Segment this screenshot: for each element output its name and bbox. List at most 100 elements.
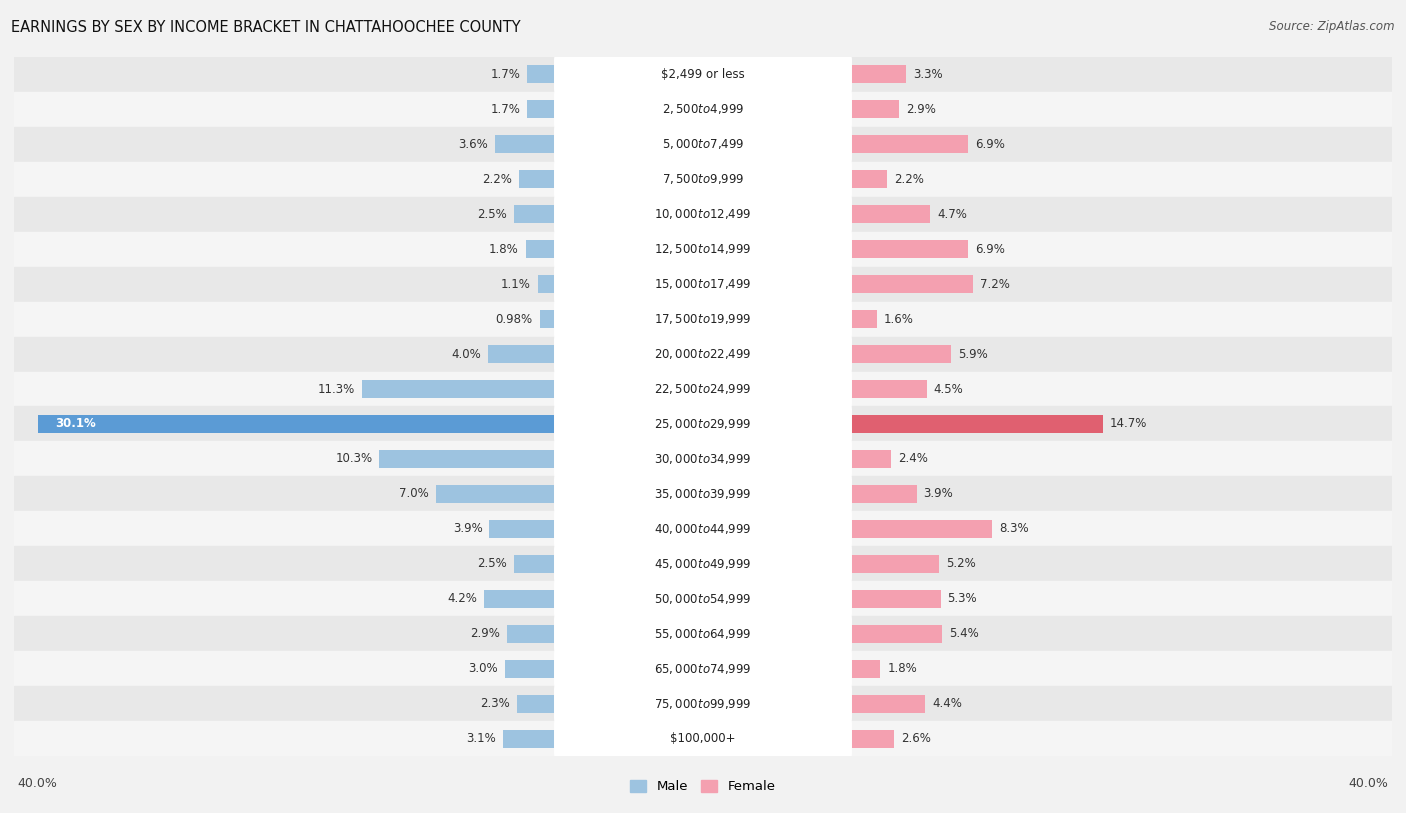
FancyBboxPatch shape xyxy=(554,579,852,619)
Bar xyxy=(849,380,927,398)
Text: 1.7%: 1.7% xyxy=(491,103,520,115)
Bar xyxy=(849,310,877,328)
Bar xyxy=(849,729,894,748)
Text: 1.8%: 1.8% xyxy=(489,243,519,255)
Text: $2,499 or less: $2,499 or less xyxy=(661,68,745,80)
Bar xyxy=(527,100,557,119)
Text: $100,000+: $100,000+ xyxy=(671,733,735,745)
FancyBboxPatch shape xyxy=(554,614,852,654)
Bar xyxy=(849,275,973,293)
Bar xyxy=(527,65,557,84)
Bar xyxy=(14,581,1392,616)
Bar xyxy=(14,267,1392,302)
Bar xyxy=(513,205,557,224)
Text: 4.7%: 4.7% xyxy=(938,208,967,220)
FancyBboxPatch shape xyxy=(554,159,852,199)
Bar xyxy=(14,337,1392,372)
Text: 30.1%: 30.1% xyxy=(55,418,96,430)
Text: 3.9%: 3.9% xyxy=(453,523,482,535)
Text: 1.1%: 1.1% xyxy=(501,278,531,290)
Bar xyxy=(14,232,1392,267)
Text: 5.2%: 5.2% xyxy=(946,558,976,570)
FancyBboxPatch shape xyxy=(554,229,852,269)
Bar xyxy=(849,624,942,643)
FancyBboxPatch shape xyxy=(554,509,852,549)
Bar xyxy=(506,624,557,643)
Bar xyxy=(361,380,557,398)
Bar xyxy=(38,415,557,433)
Text: 2.5%: 2.5% xyxy=(477,558,506,570)
Text: 3.6%: 3.6% xyxy=(458,138,488,150)
Text: 7.2%: 7.2% xyxy=(980,278,1010,290)
Bar xyxy=(495,135,557,154)
Bar xyxy=(14,476,1392,511)
FancyBboxPatch shape xyxy=(554,544,852,584)
Text: $2,500 to $4,999: $2,500 to $4,999 xyxy=(662,102,744,116)
Bar xyxy=(14,686,1392,721)
Text: 4.5%: 4.5% xyxy=(934,383,963,395)
Text: 2.2%: 2.2% xyxy=(482,173,512,185)
Text: $22,500 to $24,999: $22,500 to $24,999 xyxy=(654,382,752,396)
Text: 14.7%: 14.7% xyxy=(1109,418,1147,430)
Text: 40.0%: 40.0% xyxy=(1348,777,1389,790)
Bar xyxy=(849,170,887,189)
Text: 3.3%: 3.3% xyxy=(912,68,943,80)
Text: 10.3%: 10.3% xyxy=(335,453,373,465)
Bar xyxy=(14,57,1392,92)
Text: $5,000 to $7,499: $5,000 to $7,499 xyxy=(662,137,744,151)
FancyBboxPatch shape xyxy=(554,194,852,234)
Bar xyxy=(849,485,917,503)
Text: 11.3%: 11.3% xyxy=(318,383,356,395)
Text: 8.3%: 8.3% xyxy=(1000,523,1029,535)
Bar xyxy=(14,302,1392,337)
Bar xyxy=(540,310,557,328)
Bar xyxy=(849,520,993,538)
Bar xyxy=(519,170,557,189)
Bar xyxy=(849,100,900,119)
FancyBboxPatch shape xyxy=(554,334,852,374)
Text: EARNINGS BY SEX BY INCOME BRACKET IN CHATTAHOOCHEE COUNTY: EARNINGS BY SEX BY INCOME BRACKET IN CHA… xyxy=(11,20,520,35)
Text: $7,500 to $9,999: $7,500 to $9,999 xyxy=(662,172,744,186)
Text: 3.9%: 3.9% xyxy=(924,488,953,500)
FancyBboxPatch shape xyxy=(554,439,852,479)
Text: 5.9%: 5.9% xyxy=(957,348,987,360)
Bar xyxy=(849,659,880,678)
Bar xyxy=(14,372,1392,406)
Bar xyxy=(436,485,557,503)
FancyBboxPatch shape xyxy=(554,369,852,409)
Bar xyxy=(489,520,557,538)
Bar xyxy=(14,511,1392,546)
Bar xyxy=(14,92,1392,127)
Text: 4.4%: 4.4% xyxy=(932,698,962,710)
Text: 2.3%: 2.3% xyxy=(481,698,510,710)
FancyBboxPatch shape xyxy=(554,89,852,129)
Text: $45,000 to $49,999: $45,000 to $49,999 xyxy=(654,557,752,571)
Text: 4.0%: 4.0% xyxy=(451,348,481,360)
Bar xyxy=(849,65,907,84)
Bar xyxy=(380,450,557,468)
Text: 2.9%: 2.9% xyxy=(470,628,499,640)
Text: 2.6%: 2.6% xyxy=(901,733,931,745)
Text: 3.1%: 3.1% xyxy=(467,733,496,745)
Text: Source: ZipAtlas.com: Source: ZipAtlas.com xyxy=(1270,20,1395,33)
Bar xyxy=(849,589,941,608)
Text: 1.7%: 1.7% xyxy=(491,68,520,80)
Text: 7.0%: 7.0% xyxy=(399,488,429,500)
Bar xyxy=(14,127,1392,162)
Bar xyxy=(513,554,557,573)
FancyBboxPatch shape xyxy=(554,404,852,444)
FancyBboxPatch shape xyxy=(554,299,852,339)
Text: $10,000 to $12,499: $10,000 to $12,499 xyxy=(654,207,752,221)
FancyBboxPatch shape xyxy=(554,474,852,514)
Text: $55,000 to $64,999: $55,000 to $64,999 xyxy=(654,627,752,641)
Bar xyxy=(849,240,969,259)
Bar xyxy=(849,135,969,154)
Text: 5.3%: 5.3% xyxy=(948,593,977,605)
Text: 2.5%: 2.5% xyxy=(477,208,506,220)
Bar xyxy=(14,651,1392,686)
Text: 40.0%: 40.0% xyxy=(17,777,58,790)
Text: $30,000 to $34,999: $30,000 to $34,999 xyxy=(654,452,752,466)
Bar xyxy=(484,589,557,608)
Text: $35,000 to $39,999: $35,000 to $39,999 xyxy=(654,487,752,501)
Bar xyxy=(14,721,1392,756)
